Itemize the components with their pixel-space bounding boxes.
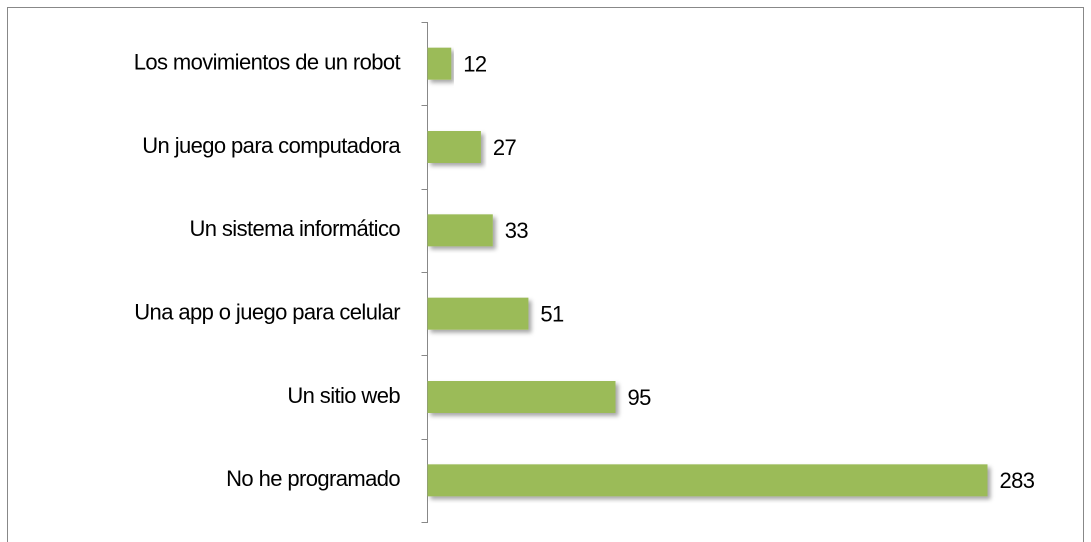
data-label: 51 — [540, 301, 564, 326]
category-label: Los movimientos de un robot — [134, 49, 401, 74]
category-label: Un sistema informático — [189, 216, 400, 241]
data-label: 33 — [505, 218, 529, 243]
bar — [427, 381, 616, 413]
bar — [427, 464, 988, 497]
bar — [427, 47, 452, 80]
data-label: 95 — [627, 385, 651, 410]
category-label: Un sitio web — [287, 383, 400, 408]
category-label: Un juego para computadora — [142, 133, 401, 158]
data-label: 27 — [493, 135, 517, 160]
category-label: Una app o juego para celular — [134, 299, 400, 324]
bar — [427, 131, 481, 163]
bar — [427, 297, 529, 330]
data-label: 12 — [463, 51, 487, 76]
data-label: 283 — [1000, 468, 1035, 493]
chart-frame — [7, 7, 1084, 542]
category-label: No he programado — [226, 466, 400, 491]
bar — [427, 214, 493, 247]
